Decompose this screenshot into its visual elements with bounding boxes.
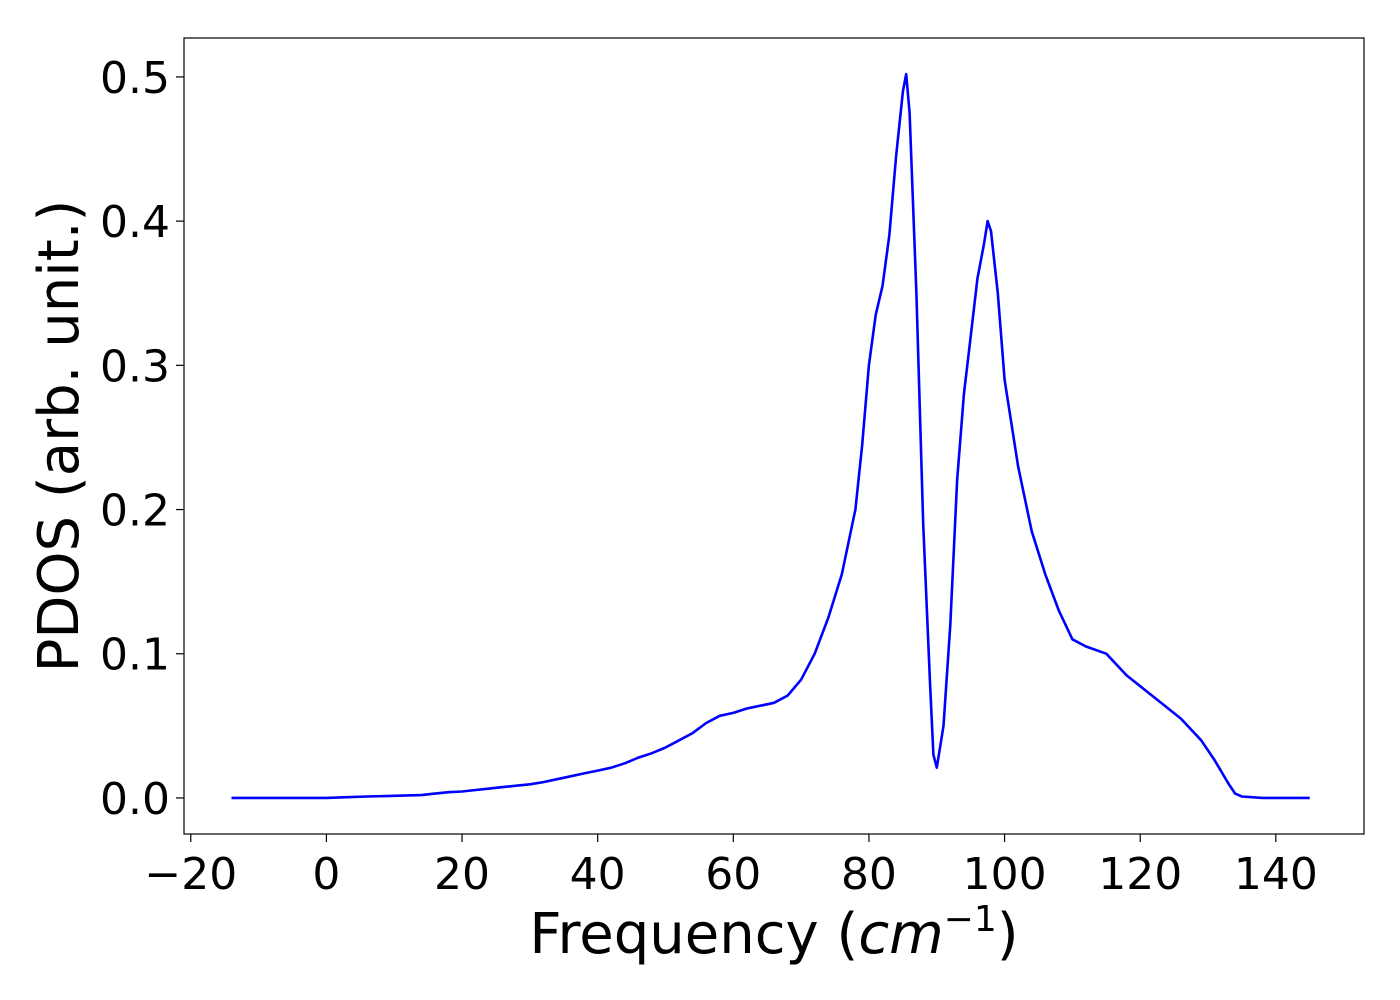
- x-axis-label: Frequency (cm−1): [529, 899, 1018, 967]
- y-tick-label: 0.1: [100, 630, 170, 681]
- x-tick-label: −20: [144, 849, 237, 900]
- x-tick-label: 120: [1098, 849, 1182, 900]
- y-tick-label: 0.3: [100, 341, 170, 392]
- pdos-series-line: [231, 72, 1310, 800]
- x-tick-label: 0: [312, 849, 340, 900]
- x-tick-label: 140: [1234, 849, 1318, 900]
- plot-area: [231, 72, 1310, 800]
- axes-frame: [183, 37, 1365, 835]
- x-tick-label: 100: [963, 849, 1047, 900]
- y-axis: 0.0 0.1 0.2 0.3 0.4 0.5: [100, 53, 184, 825]
- y-tick-label: 0.4: [100, 197, 170, 248]
- x-tick-label: 40: [570, 849, 626, 900]
- x-tick-label: 20: [434, 849, 490, 900]
- x-tick-label: 60: [705, 849, 761, 900]
- y-tick-label: 0.0: [100, 774, 170, 825]
- y-axis-label: PDOS (arb. unit.): [27, 200, 92, 673]
- y-tick-label: 0.2: [100, 486, 170, 537]
- y-tick-label: 0.5: [100, 53, 170, 104]
- x-axis: −20 0 20 40 60 80 100 120 140: [144, 834, 1318, 900]
- x-tick-label: 80: [841, 849, 897, 900]
